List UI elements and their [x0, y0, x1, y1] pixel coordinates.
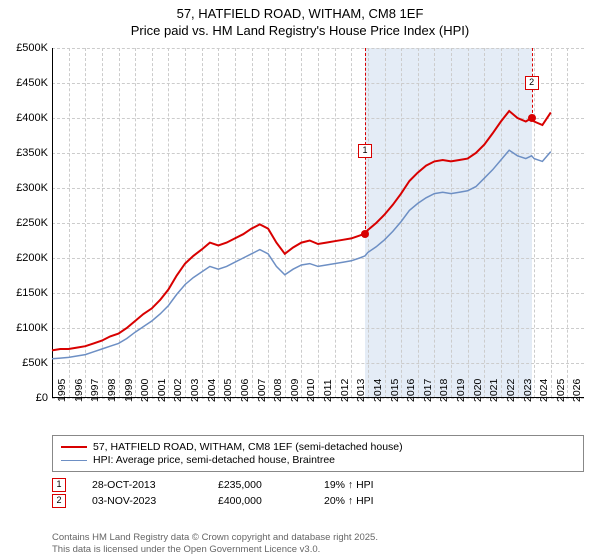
chart-area: 12 £0£50K£100K£150K£200K£250K£300K£350K£…: [52, 48, 584, 398]
y-tick-label: £100K: [16, 322, 48, 334]
x-tick-label: 2002: [172, 379, 184, 402]
y-tick-label: £500K: [16, 42, 48, 54]
legend-label: HPI: Average price, semi-detached house,…: [93, 454, 335, 466]
x-tick-label: 1997: [89, 379, 101, 402]
x-tick-label: 2008: [272, 379, 284, 402]
title-line2: Price paid vs. HM Land Registry's House …: [10, 23, 590, 40]
y-tick-label: £350K: [16, 147, 48, 159]
legend-row: 57, HATFIELD ROAD, WITHAM, CM8 1EF (semi…: [61, 441, 575, 453]
sale-marker-dot: [361, 230, 369, 238]
x-tick-label: 2009: [289, 379, 301, 402]
sale-delta: 20% ↑ HPI: [324, 495, 374, 507]
sale-marker-badge: 1: [358, 144, 372, 158]
x-tick-label: 2015: [389, 379, 401, 402]
sale-marker-dot: [528, 114, 536, 122]
x-tick-label: 2016: [405, 379, 417, 402]
chart-title: 57, HATFIELD ROAD, WITHAM, CM8 1EF Price…: [0, 0, 600, 42]
legend-label: 57, HATFIELD ROAD, WITHAM, CM8 1EF (semi…: [93, 441, 403, 453]
x-tick-label: 2004: [206, 379, 218, 402]
x-tick-label: 2005: [222, 379, 234, 402]
legend-swatch: [61, 460, 87, 461]
legend-swatch: [61, 446, 87, 448]
sale-marker-badge: 2: [525, 76, 539, 90]
x-tick-label: 2013: [355, 379, 367, 402]
x-tick-label: 1999: [123, 379, 135, 402]
sale-delta: 19% ↑ HPI: [324, 479, 374, 491]
x-tick-label: 2012: [339, 379, 351, 402]
sale-marker-line: [365, 48, 366, 234]
sale-date: 03-NOV-2023: [92, 495, 192, 507]
title-line1: 57, HATFIELD ROAD, WITHAM, CM8 1EF: [10, 6, 590, 23]
x-tick-label: 2020: [472, 379, 484, 402]
series-price_paid: [52, 111, 551, 350]
x-tick-label: 2022: [505, 379, 517, 402]
x-tick-label: 2024: [538, 379, 550, 402]
x-tick-label: 2026: [571, 379, 583, 402]
sale-price: £235,000: [218, 479, 298, 491]
x-tick-label: 2007: [256, 379, 268, 402]
x-tick-label: 2001: [156, 379, 168, 402]
x-tick-label: 1998: [106, 379, 118, 402]
y-tick-label: £150K: [16, 287, 48, 299]
x-tick-label: 2011: [322, 379, 334, 402]
x-tick-label: 2003: [189, 379, 201, 402]
x-tick-label: 2019: [455, 379, 467, 402]
x-tick-label: 2023: [522, 379, 534, 402]
x-tick-label: 2017: [422, 379, 434, 402]
y-tick-label: £250K: [16, 217, 48, 229]
sale-row-badge: 2: [52, 494, 66, 508]
x-tick-label: 1995: [56, 379, 68, 402]
x-tick-label: 2014: [372, 379, 384, 402]
footer-line2: This data is licensed under the Open Gov…: [52, 544, 378, 556]
x-tick-label: 2018: [438, 379, 450, 402]
x-tick-label: 1996: [73, 379, 85, 402]
x-tick-label: 2006: [239, 379, 251, 402]
y-tick-label: £300K: [16, 182, 48, 194]
y-tick-label: £50K: [22, 357, 48, 369]
legend: 57, HATFIELD ROAD, WITHAM, CM8 1EF (semi…: [52, 435, 584, 510]
sale-price: £400,000: [218, 495, 298, 507]
sale-row: 1 28-OCT-2013 £235,000 19% ↑ HPI: [52, 478, 584, 492]
x-tick-label: 2021: [488, 379, 500, 402]
footer: Contains HM Land Registry data © Crown c…: [52, 532, 378, 556]
sale-row: 2 03-NOV-2023 £400,000 20% ↑ HPI: [52, 494, 584, 508]
x-tick-label: 2025: [555, 379, 567, 402]
y-tick-label: £0: [36, 392, 48, 404]
x-tick-label: 2010: [305, 379, 317, 402]
sale-row-badge: 1: [52, 478, 66, 492]
y-tick-label: £400K: [16, 112, 48, 124]
y-tick-label: £200K: [16, 252, 48, 264]
y-tick-label: £450K: [16, 77, 48, 89]
x-tick-label: 2000: [139, 379, 151, 402]
footer-line1: Contains HM Land Registry data © Crown c…: [52, 532, 378, 544]
legend-row: HPI: Average price, semi-detached house,…: [61, 454, 575, 466]
sales-table: 1 28-OCT-2013 £235,000 19% ↑ HPI 2 03-NOV-202…: [52, 478, 584, 508]
legend-box: 57, HATFIELD ROAD, WITHAM, CM8 1EF (semi…: [52, 435, 584, 472]
line-series: [52, 48, 584, 398]
sale-date: 28-OCT-2013: [92, 479, 192, 491]
